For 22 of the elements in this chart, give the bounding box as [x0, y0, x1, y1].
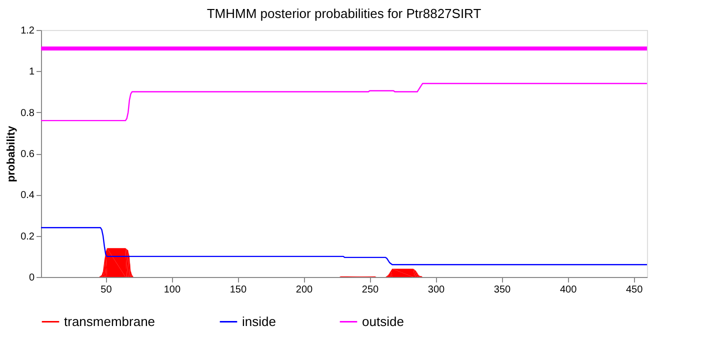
y-tick-label: 1	[28, 66, 35, 78]
y-tick-label: 0	[28, 272, 35, 284]
y-tick-label: 0.2	[20, 231, 35, 242]
line-series	[41, 82, 647, 122]
x-tick-label: 250	[362, 284, 380, 296]
x-tick-label: 200	[296, 284, 314, 296]
legend-label: inside	[242, 314, 276, 329]
x-tick-label: 450	[626, 284, 644, 296]
x-tick-label: 400	[560, 284, 578, 296]
x-tick-label: 50	[100, 284, 112, 296]
y-axis-title: probability	[6, 125, 18, 182]
legend-label: transmembrane	[64, 314, 156, 329]
x-tick-label: 300	[428, 284, 446, 296]
y-tick-label: 1.2	[20, 26, 35, 36]
chart-title: TMHMM posterior probabilities for Ptr8827SIRT	[206, 6, 482, 21]
x-tick-label: 350	[494, 284, 512, 296]
y-tick-label: 0.4	[20, 190, 35, 202]
legend-label: outside	[362, 314, 404, 329]
x-tick-label: 100	[164, 284, 181, 296]
y-tick-label: 0.8	[20, 108, 35, 119]
x-tick-label: 150	[230, 284, 247, 296]
y-tick-label: 0.6	[20, 149, 35, 160]
